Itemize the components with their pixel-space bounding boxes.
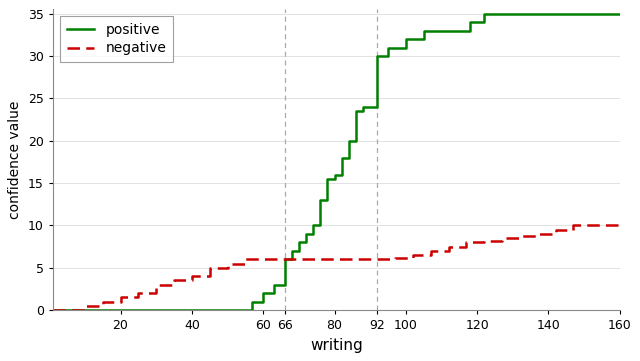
negative: [224, 261, 232, 266]
negative: [463, 244, 470, 249]
positive: [309, 223, 317, 227]
negative: [516, 236, 524, 240]
positive: [420, 37, 428, 41]
negative: [516, 233, 524, 238]
negative: [374, 257, 381, 261]
negative: [241, 261, 249, 266]
positive: [352, 139, 360, 143]
positive: [249, 308, 257, 312]
negative: [391, 255, 399, 260]
negative: [534, 232, 541, 236]
negative: [134, 291, 142, 295]
positive: [402, 45, 410, 50]
negative: [445, 244, 452, 249]
positive: [302, 240, 310, 244]
negative: [116, 299, 124, 304]
negative: [241, 257, 249, 261]
negative: [427, 249, 435, 253]
negative: [409, 255, 417, 260]
negative: [427, 253, 435, 257]
Line: positive: positive: [52, 14, 620, 310]
positive: [288, 257, 296, 261]
negative: [170, 278, 178, 283]
negative: [481, 240, 488, 244]
positive: [331, 177, 339, 181]
positive: [384, 45, 392, 50]
positive: [466, 29, 474, 33]
positive: [288, 249, 296, 253]
positive: [324, 198, 332, 202]
negative: [481, 239, 488, 243]
negative: [81, 304, 89, 308]
negative: [116, 295, 124, 300]
negative: [374, 257, 381, 261]
positive: [352, 109, 360, 113]
negative: [99, 299, 106, 304]
negative: [391, 257, 399, 261]
positive: [616, 12, 623, 16]
negative: [616, 223, 623, 227]
positive: [420, 29, 428, 33]
positive: [616, 12, 623, 16]
negative: [445, 249, 452, 253]
X-axis label: writing: writing: [310, 338, 363, 353]
positive: [374, 105, 381, 109]
negative: [206, 266, 214, 270]
positive: [281, 283, 289, 287]
positive: [241, 308, 249, 312]
negative: [570, 227, 577, 232]
positive: [259, 291, 267, 295]
positive: [359, 109, 367, 113]
negative: [534, 233, 541, 238]
negative: [552, 232, 559, 236]
positive: [316, 223, 324, 227]
positive: [270, 291, 278, 295]
positive: [359, 105, 367, 109]
negative: [570, 223, 577, 227]
positive: [374, 54, 381, 58]
negative: [409, 253, 417, 257]
negative: [188, 278, 196, 283]
positive: [302, 232, 310, 236]
positive: [402, 37, 410, 41]
positive: [466, 20, 474, 24]
positive: [345, 156, 353, 160]
positive: [338, 173, 346, 177]
negative: [499, 236, 506, 240]
negative: [224, 266, 232, 270]
negative: [81, 308, 89, 312]
positive: [481, 12, 488, 16]
positive: [324, 177, 332, 181]
positive: [316, 198, 324, 202]
Y-axis label: confidence value: confidence value: [8, 101, 22, 219]
negative: [152, 291, 160, 295]
positive: [338, 156, 346, 160]
positive: [481, 20, 488, 24]
positive: [281, 257, 289, 261]
Line: negative: negative: [52, 225, 620, 310]
positive: [384, 54, 392, 58]
negative: [49, 308, 56, 312]
positive: [49, 308, 56, 312]
negative: [188, 274, 196, 278]
positive: [331, 173, 339, 177]
positive: [295, 240, 303, 244]
positive: [270, 283, 278, 287]
negative: [463, 240, 470, 244]
negative: [152, 283, 160, 287]
negative: [552, 227, 559, 232]
positive: [345, 139, 353, 143]
negative: [499, 239, 506, 243]
Legend: positive, negative: positive, negative: [60, 16, 173, 62]
negative: [616, 223, 623, 227]
positive: [309, 232, 317, 236]
negative: [99, 304, 106, 308]
positive: [249, 299, 257, 304]
positive: [241, 308, 249, 312]
negative: [134, 295, 142, 300]
negative: [170, 283, 178, 287]
positive: [259, 299, 267, 304]
positive: [295, 249, 303, 253]
negative: [206, 274, 214, 278]
